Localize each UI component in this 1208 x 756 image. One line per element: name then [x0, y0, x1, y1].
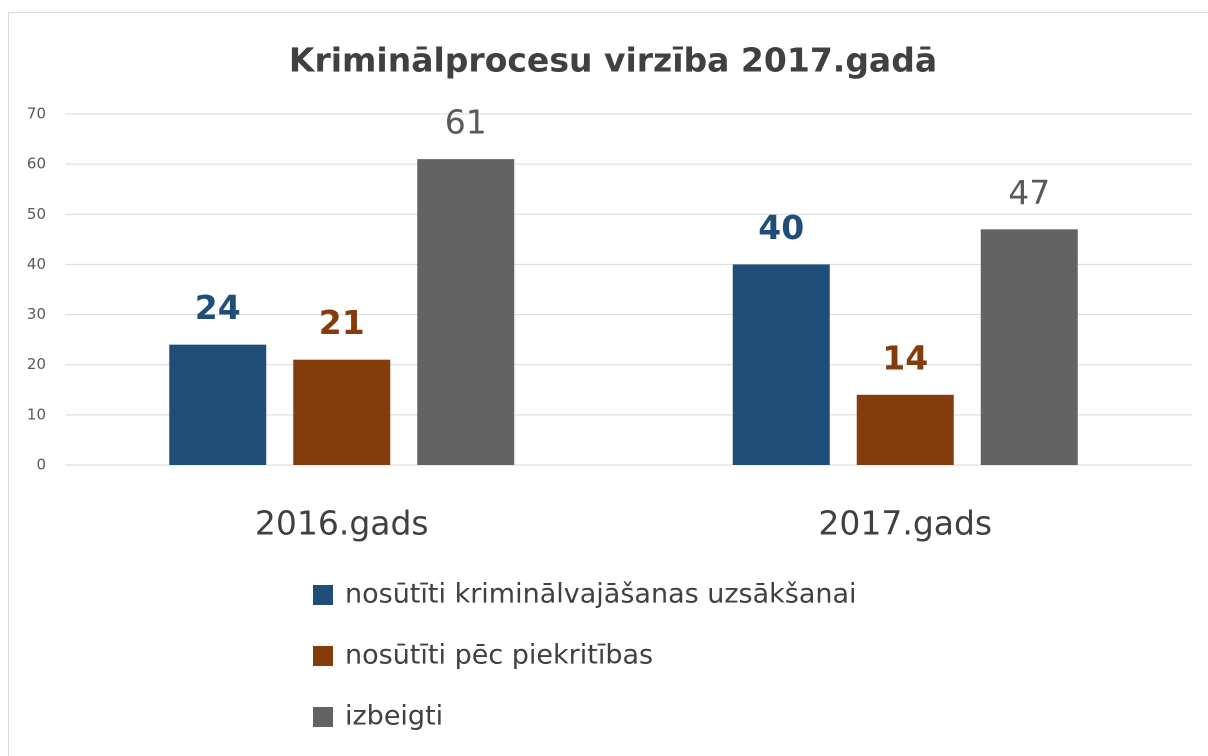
data-label: 24: [195, 288, 241, 327]
legend-label: nosūtīti pēc piekritības: [345, 640, 653, 671]
x-tick-label: 2016.gads: [255, 504, 429, 543]
bar: [293, 359, 391, 465]
y-tick-label: 60: [27, 155, 46, 173]
chart-title: Kriminālprocesu virzība 2017.gadā: [289, 41, 937, 80]
bar: [417, 159, 515, 465]
legend-swatch: [313, 585, 333, 605]
legend-swatch: [313, 646, 333, 666]
y-tick-label: 50: [27, 205, 46, 223]
legend-label: izbeigti: [345, 701, 443, 732]
data-label: 61: [445, 103, 487, 142]
y-tick-label: 20: [27, 355, 46, 373]
bar: [980, 229, 1078, 465]
legend-swatch: [313, 707, 333, 727]
y-tick-label: 10: [27, 405, 46, 423]
y-tick-label: 40: [27, 255, 46, 273]
y-tick-label: 0: [36, 456, 46, 474]
data-label: 14: [882, 338, 928, 377]
legend-label: nosūtīti kriminālvajāšanas uzsākšanai: [345, 579, 857, 610]
bar: [169, 344, 267, 465]
bar: [856, 394, 954, 465]
data-label: 40: [758, 208, 804, 247]
y-tick-label: 30: [27, 305, 46, 323]
bar: [732, 264, 830, 465]
data-label: 47: [1008, 173, 1050, 212]
y-tick-label: 70: [27, 105, 46, 123]
x-tick-label: 2017.gads: [818, 504, 992, 543]
data-label: 21: [319, 303, 365, 342]
